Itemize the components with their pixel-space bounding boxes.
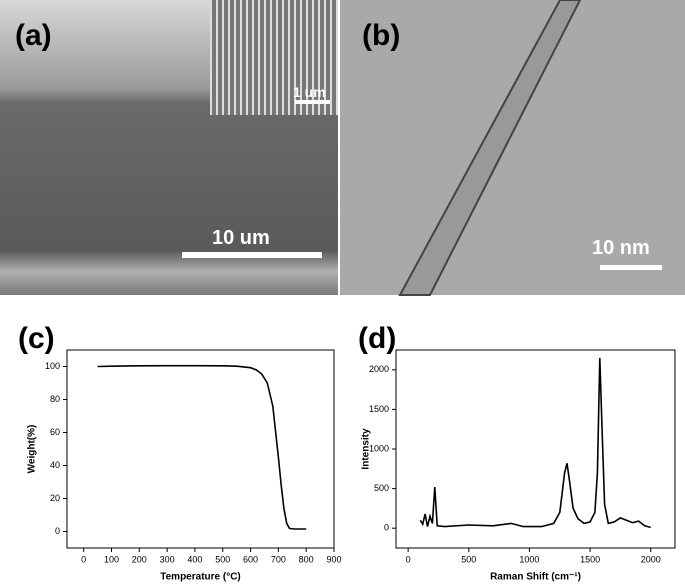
x-tick-label: 2000 xyxy=(641,554,661,564)
x-axis-label: Raman Shift (cm⁻¹) xyxy=(490,572,581,583)
x-tick-label: 900 xyxy=(326,554,341,564)
x-tick-label: 0 xyxy=(81,554,86,564)
panel-label: (c) xyxy=(18,322,55,355)
x-tick-label: 500 xyxy=(215,554,230,564)
x-tick-label: 500 xyxy=(461,554,476,564)
x-axis-label: Temperature (°C) xyxy=(160,572,241,583)
data-line xyxy=(419,357,651,529)
y-tick-label: 40 xyxy=(50,460,60,470)
inset-image xyxy=(210,0,338,115)
axes-frame xyxy=(395,349,676,549)
panel-label: (d) xyxy=(358,322,396,355)
axes-frame xyxy=(66,349,335,549)
x-tick-label: 1500 xyxy=(580,554,600,564)
y-axis-label: Intensity xyxy=(361,428,372,470)
x-tick-label: 800 xyxy=(299,554,314,564)
y-tick-label: 60 xyxy=(50,427,60,437)
nanotube xyxy=(398,0,582,296)
x-tick-label: 200 xyxy=(132,554,147,564)
inset-scale-text: 1 um xyxy=(293,84,326,100)
tem-image xyxy=(340,0,685,295)
y-tick-label: 2000 xyxy=(369,364,389,374)
panel-label: (b) xyxy=(362,19,400,52)
scale-text: 10 nm xyxy=(592,237,650,259)
y-tick-label: 0 xyxy=(384,523,389,533)
data-line xyxy=(97,364,307,530)
y-tick-label: 0 xyxy=(55,526,60,536)
scale-bar xyxy=(182,252,322,258)
y-axis-label: Weight(%) xyxy=(27,425,38,474)
x-tick-label: 0 xyxy=(406,554,411,564)
x-tick-label: 700 xyxy=(271,554,286,564)
inset-scale-bar xyxy=(295,100,330,104)
scale-text: 10 um xyxy=(212,227,270,249)
scale-bar xyxy=(600,265,662,270)
y-tick-label: 20 xyxy=(50,493,60,503)
y-tick-label: 80 xyxy=(50,394,60,404)
x-tick-label: 300 xyxy=(160,554,175,564)
y-tick-label: 500 xyxy=(374,483,389,493)
x-tick-label: 600 xyxy=(243,554,258,564)
y-tick-label: 100 xyxy=(45,361,60,371)
y-tick-label: 1500 xyxy=(369,404,389,414)
x-tick-label: 400 xyxy=(187,554,202,564)
x-tick-label: 100 xyxy=(104,554,119,564)
panel-label: (a) xyxy=(15,19,52,52)
x-tick-label: 1000 xyxy=(519,554,539,564)
y-tick-label: 1000 xyxy=(369,443,389,453)
